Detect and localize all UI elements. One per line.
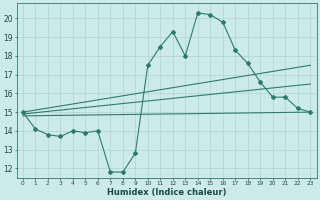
X-axis label: Humidex (Indice chaleur): Humidex (Indice chaleur) bbox=[107, 188, 226, 197]
